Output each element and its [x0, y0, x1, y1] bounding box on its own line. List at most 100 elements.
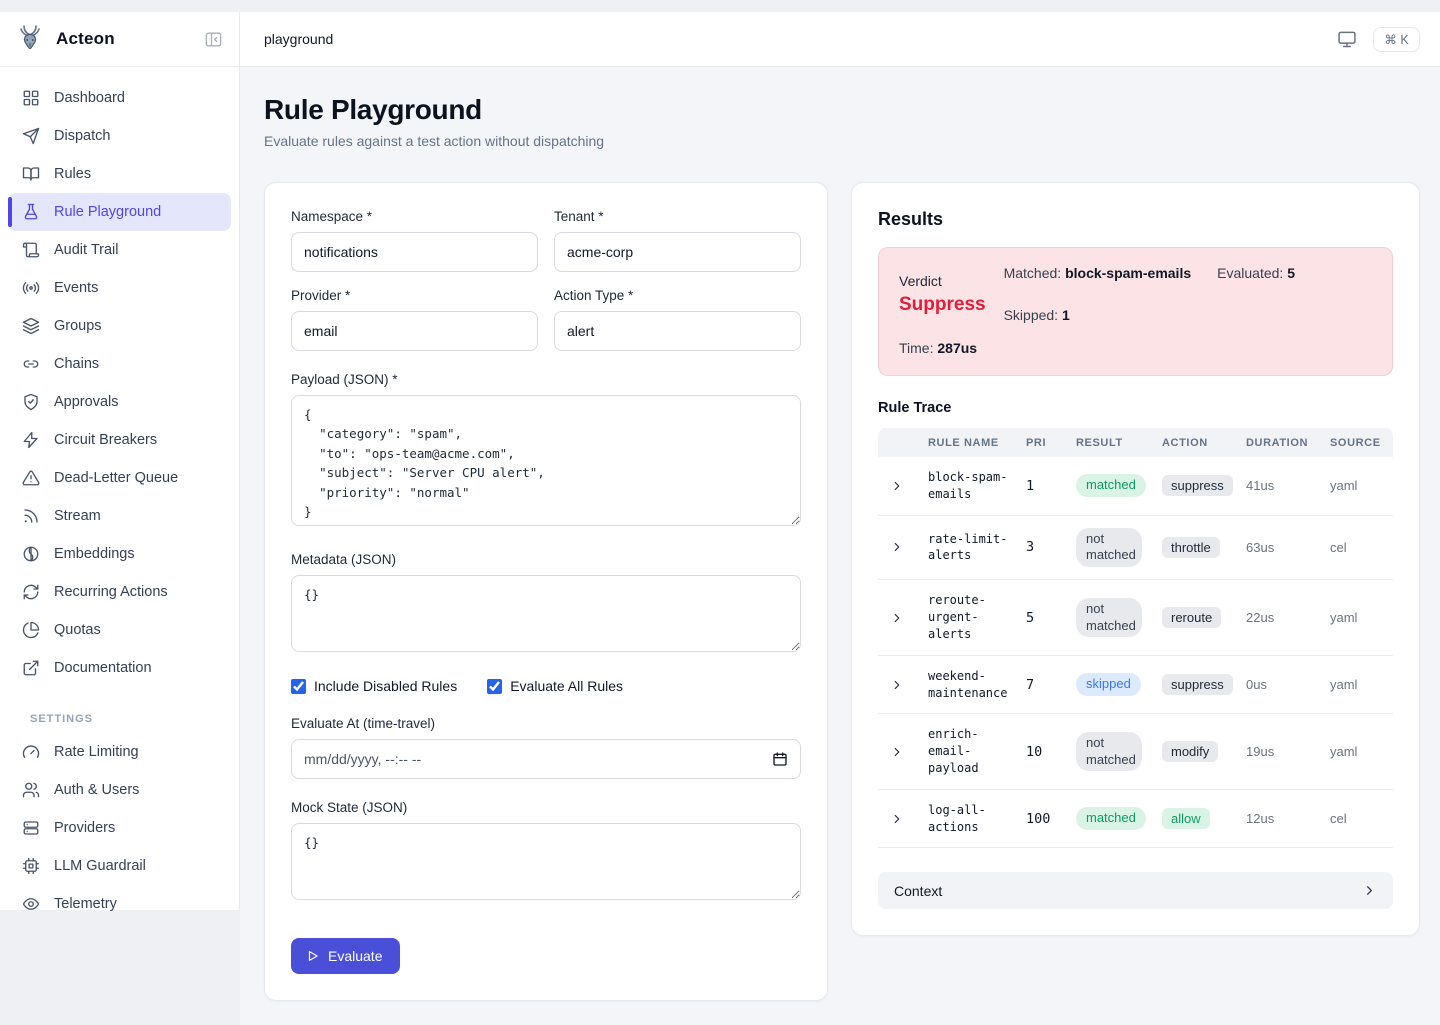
- metadata-textarea[interactable]: {}: [291, 575, 801, 652]
- result-badge: not matched: [1076, 527, 1142, 568]
- rule-name: rate-limit-alerts: [928, 531, 1008, 563]
- sidebar-item-documentation[interactable]: Documentation: [8, 649, 231, 687]
- send-icon: [22, 127, 40, 145]
- book-open-icon: [22, 165, 40, 183]
- rule-priority: 7: [1026, 676, 1035, 693]
- zap-icon: [22, 431, 40, 449]
- rule-priority: 3: [1026, 539, 1035, 556]
- sidebar-item-telemetry[interactable]: Telemetry: [8, 885, 231, 923]
- tenant-input[interactable]: [554, 232, 801, 272]
- rule-source: cel: [1330, 539, 1347, 555]
- sidebar-item-rule-playground[interactable]: Rule Playground: [8, 193, 231, 231]
- rule-name: log-all-actions: [928, 802, 986, 834]
- verdict-stats: Matched: block-spam-emails Evaluated: 5 …: [1004, 265, 1372, 323]
- table-row: log-all-actions 100 matched allow 12us c…: [878, 790, 1393, 849]
- expand-row-button[interactable]: [890, 479, 928, 493]
- sidebar-item-audit-trail[interactable]: Audit Trail: [8, 231, 231, 269]
- result-badge: skipped: [1076, 673, 1141, 696]
- sidebar-item-recurring-actions[interactable]: Recurring Actions: [8, 573, 231, 611]
- rule-duration: 63us: [1246, 539, 1275, 555]
- table-row: weekend-maintenance 7 skipped suppress 0…: [878, 656, 1393, 715]
- sidebar-item-stream[interactable]: Stream: [8, 497, 231, 535]
- sidebar-item-approvals[interactable]: Approvals: [8, 383, 231, 421]
- expand-row-button[interactable]: [890, 812, 928, 826]
- evaluate-all-rules-checkbox[interactable]: Evaluate All Rules: [487, 678, 623, 694]
- context-expander[interactable]: Context: [878, 872, 1393, 910]
- rule-source: yaml: [1330, 610, 1358, 626]
- rule-priority: 100: [1026, 810, 1051, 827]
- sidebar-item-embeddings[interactable]: Embeddings: [8, 535, 231, 573]
- expand-row-button[interactable]: [890, 611, 928, 625]
- col-rule-name: RULE NAME: [928, 436, 999, 449]
- col-duration: DURATION: [1246, 436, 1309, 449]
- provider-input[interactable]: [291, 311, 538, 351]
- namespace-label: Namespace *: [291, 209, 373, 224]
- sidebar-item-llm-guardrail[interactable]: LLM Guardrail: [8, 847, 231, 885]
- refresh-icon: [22, 583, 40, 601]
- topbar-actions: ⌘ K: [1337, 26, 1420, 52]
- sidebar-item-dashboard[interactable]: Dashboard: [8, 79, 231, 117]
- results-heading: Results: [878, 209, 944, 229]
- provider-label: Provider *: [291, 288, 351, 303]
- sidebar-item-groups[interactable]: Groups: [8, 307, 231, 345]
- expand-row-button[interactable]: [890, 678, 928, 692]
- rule-source: yaml: [1330, 744, 1358, 760]
- verdict-value: Suppress: [899, 293, 986, 315]
- include-disabled-rules-label: Include Disabled Rules: [314, 678, 458, 694]
- sidebar-item-providers[interactable]: Providers: [8, 809, 231, 847]
- evaluated-stat: Evaluated: 5: [1217, 265, 1295, 281]
- namespace-input[interactable]: [291, 232, 538, 272]
- table-row: enrich-email-payload 10 not matched modi…: [878, 714, 1393, 790]
- evaluate-button[interactable]: Evaluate: [291, 938, 401, 974]
- sidebar-item-auth-users[interactable]: Auth & Users: [8, 771, 231, 809]
- sidebar-item-dead-letter-queue[interactable]: Dead-Letter Queue: [8, 459, 231, 497]
- verdict-label: Verdict: [899, 272, 942, 289]
- command-palette-shortcut[interactable]: ⌘ K: [1373, 26, 1420, 52]
- evaluation-form-card: Namespace * Tenant * Provider * Act: [264, 182, 828, 1001]
- sidebar-item-chains[interactable]: Chains: [8, 345, 231, 383]
- sidebar-item-rules[interactable]: Rules: [8, 155, 231, 193]
- rule-priority: 10: [1026, 743, 1043, 760]
- topbar: playground ⌘ K: [240, 12, 1440, 67]
- display-mode-button[interactable]: [1337, 29, 1357, 49]
- table-row: block-spam-emails 1 matched suppress 41u…: [878, 457, 1393, 516]
- expand-row-button[interactable]: [890, 540, 928, 554]
- result-badge: not matched: [1076, 731, 1142, 772]
- evaluate-at-datetime-input[interactable]: mm/dd/yyyy, --:-- --: [291, 739, 801, 779]
- alert-triangle-icon: [22, 469, 40, 487]
- eye-icon: [22, 895, 40, 913]
- include-disabled-rules-input[interactable]: [291, 678, 306, 694]
- tenant-label: Tenant *: [554, 209, 604, 224]
- sidebar-item-dispatch[interactable]: Dispatch: [8, 117, 231, 155]
- mock-state-textarea[interactable]: {}: [291, 823, 801, 900]
- results-card: Results Verdict Suppress Matched: block-…: [851, 182, 1420, 937]
- action-badge: reroute: [1162, 607, 1222, 629]
- mock-state-label: Mock State (JSON): [291, 800, 408, 815]
- col-pri: PRI: [1026, 436, 1047, 449]
- calendar-icon[interactable]: [772, 751, 788, 767]
- embeddings-icon: [22, 545, 40, 563]
- payload-textarea[interactable]: { "category": "spam", "to": "ops-team@ac…: [291, 395, 801, 526]
- action-badge: throttle: [1162, 536, 1220, 558]
- include-disabled-rules-checkbox[interactable]: Include Disabled Rules: [291, 678, 457, 694]
- monitor-icon: [1337, 29, 1357, 49]
- evaluate-all-rules-input[interactable]: [487, 678, 503, 694]
- flask-icon: [22, 203, 40, 221]
- page-title: Rule Playground: [264, 94, 482, 125]
- action-badge: suppress: [1162, 475, 1233, 497]
- sidebar-item-quotas[interactable]: Quotas: [8, 611, 231, 649]
- verdict-panel: Verdict Suppress Matched: block-spam-ema…: [878, 247, 1393, 376]
- gauge-icon: [22, 743, 40, 761]
- action-type-input[interactable]: [554, 311, 801, 351]
- stag-logo-icon: [14, 23, 46, 55]
- expand-row-button[interactable]: [890, 745, 928, 759]
- rule-source: yaml: [1330, 677, 1358, 693]
- rule-duration: 0us: [1246, 677, 1267, 693]
- sidebar-item-rate-limiting[interactable]: Rate Limiting: [8, 733, 231, 771]
- sidebar-collapse-button[interactable]: [204, 30, 223, 49]
- action-badge: allow: [1162, 808, 1210, 830]
- sidebar-item-events[interactable]: Events: [8, 269, 231, 307]
- chevron-right-icon: [1362, 883, 1377, 898]
- col-action: ACTION: [1162, 436, 1208, 449]
- sidebar-item-circuit-breakers[interactable]: Circuit Breakers: [8, 421, 231, 459]
